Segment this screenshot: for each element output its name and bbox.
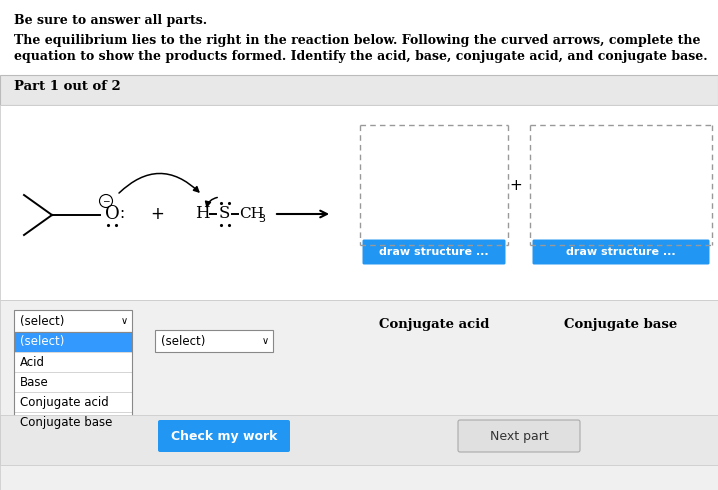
Text: Base: Base [20, 375, 49, 389]
Text: O: O [105, 205, 119, 223]
Text: +: + [510, 177, 523, 193]
Text: equation to show the products formed. Identify the acid, base, conjugate acid, a: equation to show the products formed. Id… [14, 50, 708, 63]
Text: Conjugate acid: Conjugate acid [379, 318, 489, 331]
Text: H: H [195, 205, 210, 222]
Bar [0, 415, 718, 465]
Text: Conjugate base: Conjugate base [564, 318, 678, 331]
Text: The equilibrium lies to the right in the reaction below. Following the curved ar: The equilibrium lies to the right in the… [14, 34, 701, 47]
FancyArrowPatch shape [119, 173, 199, 193]
Bar [14, 392, 132, 412]
FancyArrowPatch shape [205, 197, 218, 207]
Bar [0, 75, 718, 105]
Text: ∨: ∨ [121, 316, 128, 326]
Text: ∨: ∨ [261, 336, 269, 346]
FancyBboxPatch shape [533, 240, 709, 265]
Text: +: + [150, 205, 164, 223]
Text: Be sure to answer all parts.: Be sure to answer all parts. [14, 14, 207, 27]
FancyBboxPatch shape [158, 420, 290, 452]
Bar [14, 310, 132, 332]
Text: CH: CH [239, 207, 264, 221]
Text: −: − [102, 196, 110, 205]
Text: (select): (select) [20, 315, 65, 327]
FancyBboxPatch shape [458, 420, 580, 452]
Text: Conjugate acid: Conjugate acid [20, 395, 108, 409]
Text: (select): (select) [161, 335, 205, 347]
Bar [14, 352, 132, 372]
Bar [0, 105, 718, 300]
Bar [14, 332, 132, 352]
Bar [14, 412, 132, 432]
Text: Acid: Acid [20, 356, 45, 368]
Text: draw structure ...: draw structure ... [567, 247, 676, 257]
Bar [0, 300, 718, 490]
FancyBboxPatch shape [363, 240, 505, 265]
Bar [155, 330, 273, 352]
Text: Next part: Next part [490, 430, 549, 442]
Text: Part 1 out of 2: Part 1 out of 2 [14, 80, 121, 93]
Text: :: : [119, 206, 124, 221]
Text: S: S [218, 205, 230, 222]
Text: (select): (select) [20, 336, 65, 348]
Text: 3: 3 [258, 214, 265, 224]
Text: Check my work: Check my work [171, 430, 277, 442]
Text: Conjugate base: Conjugate base [20, 416, 113, 428]
Bar [14, 332, 132, 432]
Text: draw structure ...: draw structure ... [379, 247, 489, 257]
Bar [14, 372, 132, 392]
